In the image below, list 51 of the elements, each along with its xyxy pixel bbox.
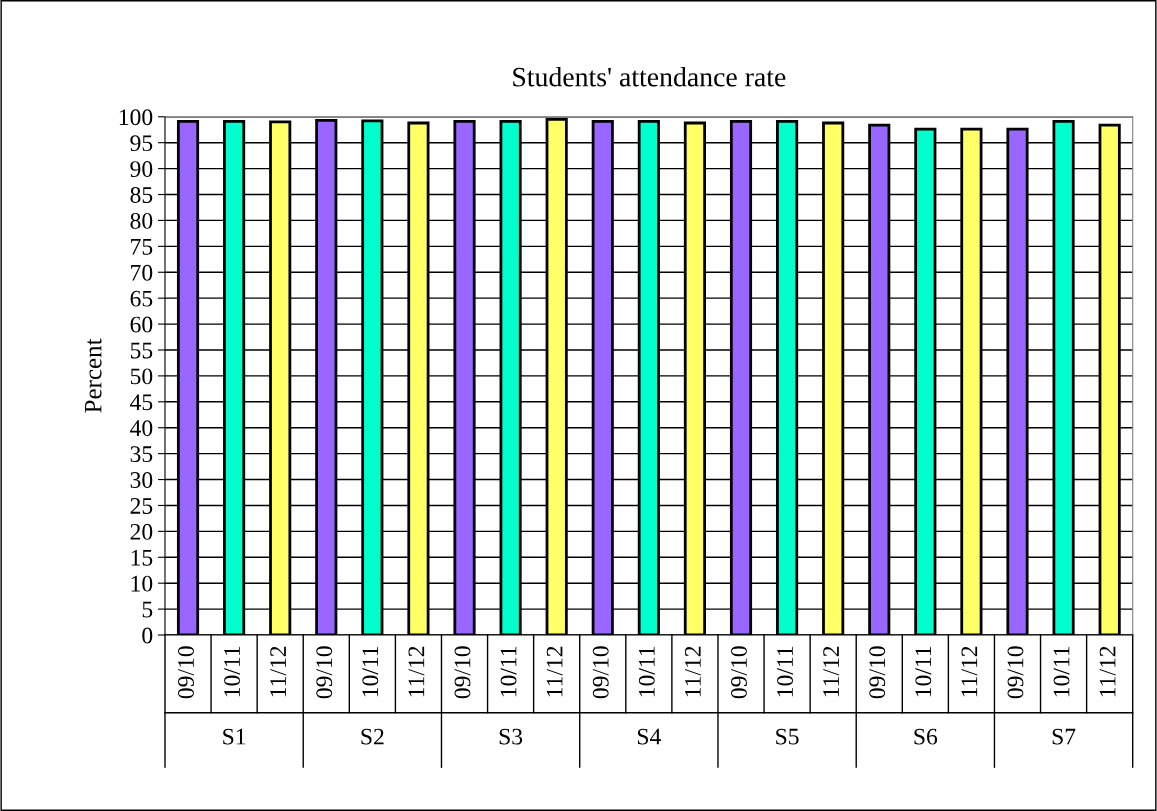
- y-tick-label: 25: [130, 498, 153, 514]
- y-tick-label: 55: [130, 342, 153, 359]
- x-tick-label: 09/10: [316, 646, 333, 699]
- x-tick-label: 10/11: [500, 646, 517, 697]
- text: S4: [637, 728, 661, 745]
- y-tick-label: 65: [130, 290, 153, 307]
- y-tick-label: 5: [142, 601, 153, 618]
- y-tick-label: 75: [131, 239, 153, 255]
- y-axis-title: Percent: [84, 338, 102, 413]
- x-tick-label: 11/12: [823, 646, 840, 697]
- y-tick-label: 70: [131, 264, 153, 281]
- y-tick-label: 15: [131, 549, 153, 566]
- y-tick-label: 40: [130, 420, 153, 437]
- x-tick-label: 11/12: [961, 646, 978, 697]
- y-tick-label: 95: [130, 135, 153, 152]
- y-tick-label: 0: [142, 627, 153, 644]
- y-tick-label: 100: [119, 109, 153, 126]
- x-tick-label: 11/12: [1099, 646, 1116, 697]
- x-tick-label: 10/11: [638, 646, 655, 697]
- y-tick-label: 85: [130, 187, 153, 203]
- x-tick-label: 11/12: [270, 646, 287, 697]
- x-tick-label: 09/10: [869, 646, 886, 699]
- x-tick-label: 09/10: [1007, 646, 1024, 699]
- y-tick-label: 35: [130, 446, 153, 463]
- y-tick-label: 80: [130, 212, 153, 229]
- text: S6: [914, 728, 938, 745]
- chart-title: Students' attendance rate: [513, 66, 786, 87]
- y-tick-label: 45: [130, 394, 153, 411]
- text: S2: [361, 728, 384, 745]
- x-tick-label: 11/12: [408, 646, 425, 697]
- y-tick-label: 10: [131, 575, 153, 592]
- x-tick-label: 10/11: [915, 646, 932, 697]
- y-tick-label: 90: [130, 161, 153, 178]
- y-tick-label: 30: [130, 472, 153, 488]
- x-tick-label: 10/11: [224, 646, 241, 697]
- text: S1: [223, 728, 246, 745]
- text: S5: [776, 728, 799, 745]
- x-tick-label: 09/10: [454, 646, 471, 699]
- x-tick-label: 10/11: [362, 646, 379, 697]
- y-tick-label: 20: [130, 523, 153, 540]
- x-tick-label: 11/12: [546, 646, 563, 697]
- x-tick-label: 09/10: [592, 646, 609, 699]
- x-tick-label: 10/11: [777, 646, 793, 697]
- y-tick-label: 60: [130, 316, 153, 333]
- text: S7: [1052, 728, 1076, 745]
- x-tick-label: 10/11: [1053, 646, 1070, 697]
- x-tick-label: 09/10: [178, 646, 194, 699]
- y-tick-label: 50: [130, 368, 153, 385]
- text: S3: [499, 728, 523, 745]
- x-tick-label: 09/10: [730, 646, 747, 699]
- x-tick-label: 11/12: [684, 646, 701, 697]
